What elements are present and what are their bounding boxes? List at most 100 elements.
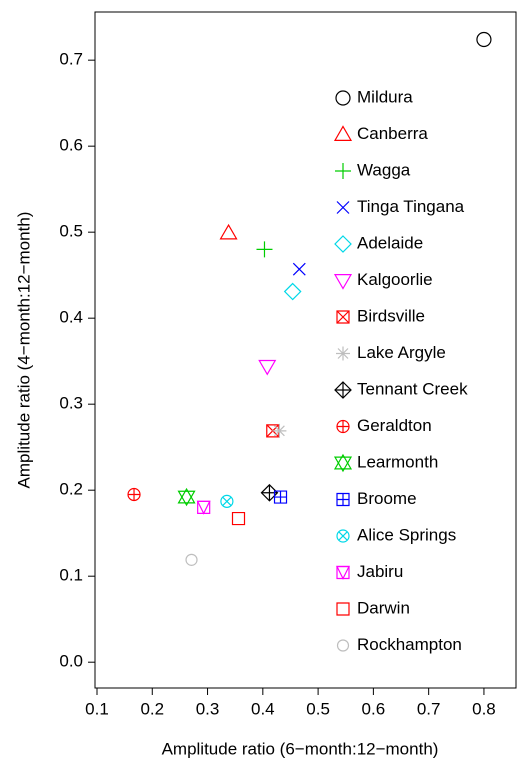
marker-part (337, 420, 349, 433)
y-tick-label: 0.0 (59, 652, 83, 671)
legend-marker (335, 90, 351, 106)
marker-part (335, 382, 351, 398)
legend-marker (336, 419, 350, 434)
point (219, 223, 238, 240)
point (220, 494, 234, 508)
marker-part (337, 348, 349, 359)
legend-label: Rockhampton (357, 635, 462, 654)
marker-part (231, 511, 246, 526)
x-tick-label: 0.6 (362, 699, 386, 718)
y-tick-label: 0.6 (59, 136, 83, 155)
legend-marker (336, 602, 350, 616)
marker-part (334, 235, 352, 253)
y-tick-label: 0.4 (59, 308, 83, 327)
legend-marker (336, 492, 350, 507)
marker-part (335, 163, 351, 179)
marker-part (258, 359, 277, 376)
point (292, 262, 306, 276)
marker-part (177, 487, 196, 504)
marker-part (292, 262, 306, 276)
legend-marker (336, 565, 350, 580)
marker-part (273, 425, 285, 437)
legend-marker (333, 274, 353, 290)
legend-marker (334, 381, 352, 399)
marker-part (476, 31, 492, 48)
point (127, 487, 141, 502)
x-tick-label: 0.8 (472, 699, 496, 718)
point (258, 359, 277, 376)
marker-part (337, 493, 349, 506)
marker-part (197, 500, 211, 514)
point (272, 423, 287, 438)
point (177, 487, 196, 507)
marker-part (333, 453, 353, 470)
marker-part (333, 456, 353, 473)
marker-part (336, 492, 350, 507)
marker-part (336, 529, 350, 543)
marker-part (336, 310, 350, 324)
x-axis-label: Amplitude ratio (6−month:12−month) (162, 739, 439, 758)
marker-part (274, 491, 287, 504)
marker-part (338, 531, 348, 541)
legend-label: Canberra (357, 124, 428, 143)
marker-part (336, 565, 350, 580)
y-axis-label: Amplitude ratio (4−month:12−month) (14, 212, 33, 489)
legend-label: Tennant Creek (357, 379, 468, 398)
x-tick-label: 0.1 (85, 699, 109, 718)
x-tick-label: 0.7 (417, 699, 441, 718)
legend-marker (334, 235, 352, 253)
x-tick-label: 0.5 (306, 699, 330, 718)
legend-label: Tinga Tingana (357, 197, 465, 216)
y-tick-label: 0.2 (59, 480, 83, 499)
legend-label: Learmonth (357, 452, 438, 471)
x-tick-label: 0.4 (251, 699, 275, 718)
x-tick-label: 0.2 (140, 699, 164, 718)
marker-part (222, 496, 232, 506)
legend-label: Kalgoorlie (357, 270, 433, 289)
legend-marker (336, 639, 350, 652)
legend-marker (336, 310, 350, 324)
legend-label: Darwin (357, 598, 410, 617)
point (231, 511, 246, 526)
marker-part (283, 282, 302, 301)
legend-marker (336, 529, 350, 543)
legend-label: Birdsville (357, 306, 425, 325)
marker-part (220, 494, 234, 508)
marker-part (196, 500, 211, 515)
marker-part (336, 565, 350, 580)
plot-frame (94, 11, 517, 689)
y-tick-label: 0.5 (59, 222, 83, 241)
marker-part (333, 274, 353, 290)
legend-marker (336, 201, 350, 214)
x-tick-label: 0.3 (196, 699, 220, 718)
marker-part (128, 488, 141, 501)
legend-marker (335, 163, 351, 179)
y-tick-label: 0.7 (59, 50, 83, 69)
marker-part (177, 490, 196, 507)
point (273, 490, 288, 504)
legend-label: Jabiru (357, 562, 403, 581)
y-tick-label: 0.1 (59, 566, 83, 585)
legend-marker (336, 346, 350, 361)
legend-label: Broome (357, 489, 417, 508)
point (185, 553, 198, 566)
marker-part (336, 639, 350, 652)
legend-label: Mildura (357, 87, 413, 106)
point (256, 241, 273, 258)
legend-label: Lake Argyle (357, 343, 446, 362)
marker-part (333, 125, 353, 141)
point (196, 500, 211, 515)
legend-label: Alice Springs (357, 525, 456, 544)
marker-part (219, 223, 238, 240)
point (476, 31, 492, 48)
legend-marker (333, 125, 353, 141)
legend-marker (333, 453, 353, 473)
marker-part (185, 553, 198, 566)
marker-part (273, 490, 288, 504)
legend-label: Adelaide (357, 233, 423, 252)
marker-part (336, 602, 350, 616)
y-tick-label: 0.3 (59, 394, 83, 413)
marker-part (336, 201, 350, 214)
legend-label: Wagga (357, 160, 411, 179)
